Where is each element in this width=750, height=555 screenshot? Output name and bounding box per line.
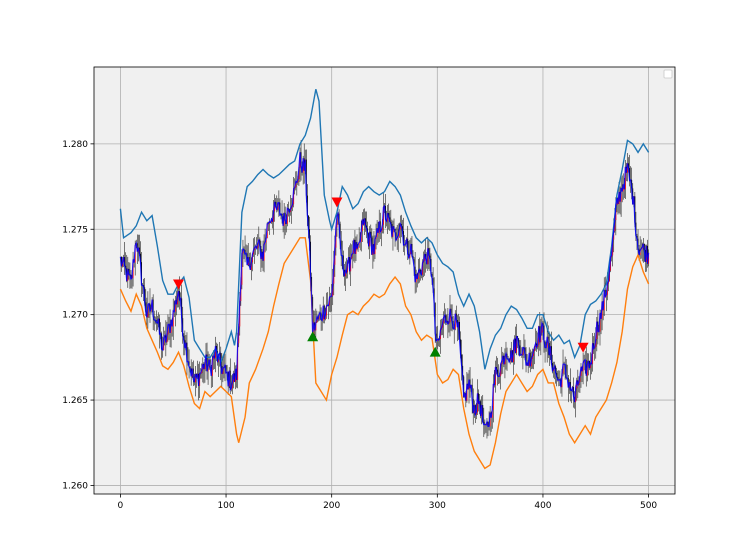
x-tick-label: 0 <box>118 501 124 511</box>
buy-signal-marker <box>307 331 319 342</box>
sell-signal-marker <box>331 197 343 208</box>
x-tick-label: 500 <box>640 501 657 511</box>
x-tick-label: 400 <box>534 501 551 511</box>
axes-ticks: 0 100 200 300 400 500 1.260 1.265 1.270 1.275 1.28… <box>62 140 657 511</box>
price-line <box>119 152 650 428</box>
signal-markers <box>173 197 589 357</box>
grid <box>94 67 675 494</box>
legend-box <box>663 69 673 79</box>
y-tick-label: 1.270 <box>62 311 88 321</box>
y-tick-label: 1.260 <box>62 481 88 491</box>
plot-frame <box>93 66 676 495</box>
upper-band-line <box>119 89 650 370</box>
plot-area <box>94 67 675 494</box>
series-lines <box>119 89 650 470</box>
buy-signal-marker <box>429 346 441 357</box>
y-tick-label: 1.280 <box>62 140 88 150</box>
sell-signal-marker <box>577 342 589 353</box>
x-tick-label: 300 <box>429 501 446 511</box>
x-tick-label: 100 <box>217 501 234 511</box>
x-tick-label: 200 <box>323 501 340 511</box>
y-tick-label: 1.275 <box>62 225 88 235</box>
y-tick-label: 1.265 <box>62 396 88 406</box>
lower-band-line <box>119 237 650 470</box>
sell-signal-marker <box>173 279 185 290</box>
